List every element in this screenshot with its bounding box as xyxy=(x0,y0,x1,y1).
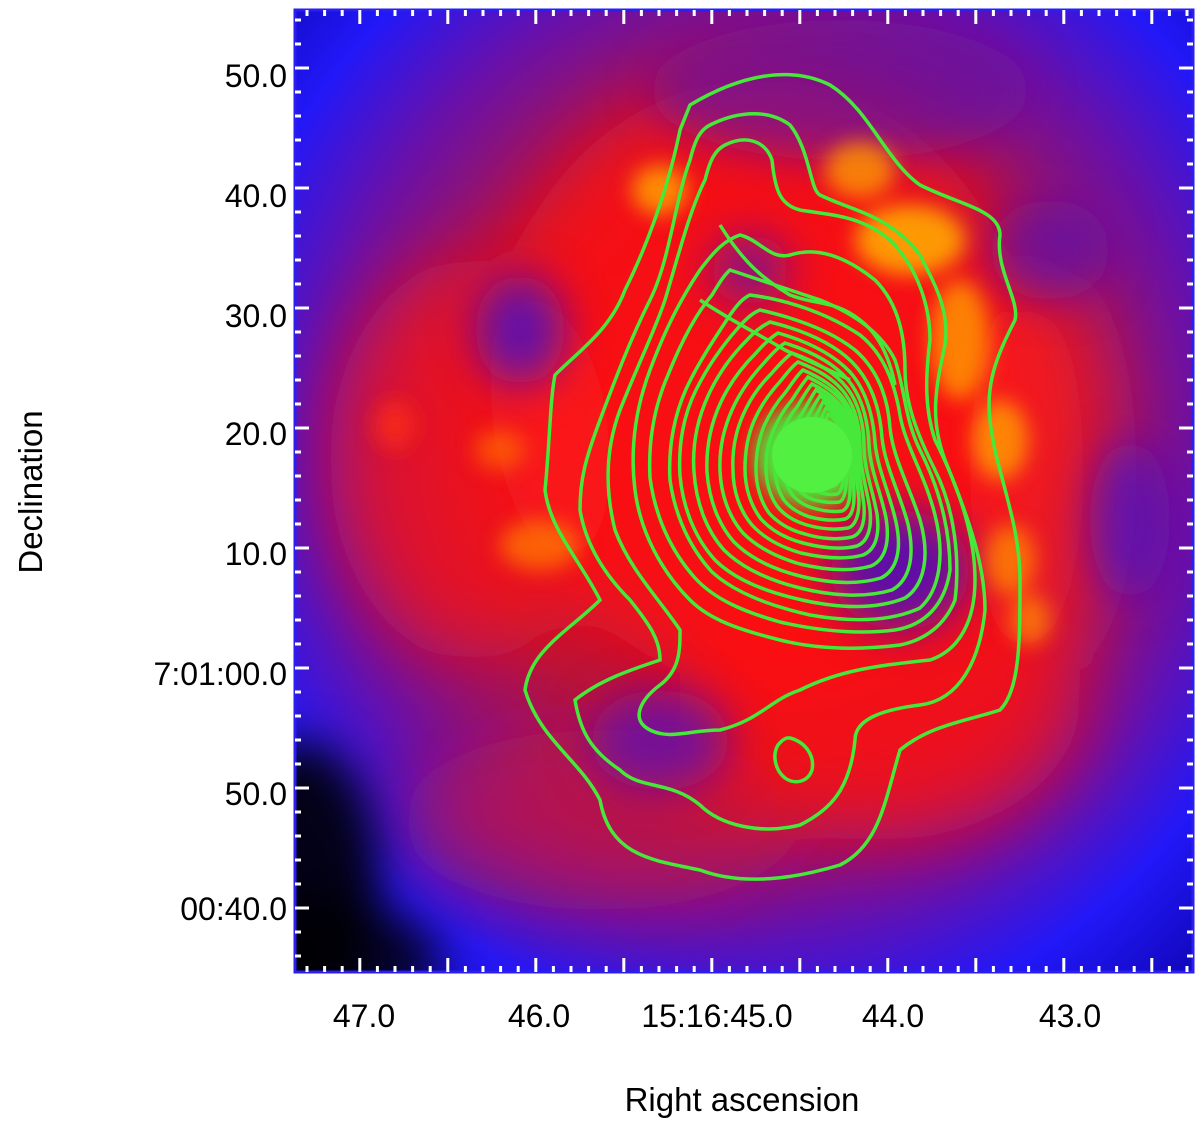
x-axis: 47.0 46.0 15:16:45.0 44.0 43.0 Right asc… xyxy=(333,998,1101,1118)
y-tick-label: 50.0 xyxy=(225,776,287,812)
x-tick-label: 44.0 xyxy=(862,998,924,1034)
contour-level-22 xyxy=(699,298,851,382)
x-tick-label: 15:16:45.0 xyxy=(641,998,792,1034)
y-tick-label: 30.0 xyxy=(225,298,287,334)
contour-level-11 xyxy=(731,351,880,560)
contour-level-21 xyxy=(718,224,897,386)
y-tick-label: 20.0 xyxy=(225,416,287,452)
axis-ticks xyxy=(295,10,1193,972)
contour-level-9 xyxy=(705,331,901,585)
y-tick-label: 7:01:00.0 xyxy=(154,656,287,692)
x-tick-label: 47.0 xyxy=(333,998,395,1034)
y-axis-title: Declination xyxy=(12,410,49,573)
contour-level-5 xyxy=(647,268,952,634)
image-panel xyxy=(295,10,1193,972)
contour-island xyxy=(773,736,815,784)
contour-level-3 xyxy=(606,138,977,737)
contour-level-1 xyxy=(523,72,1022,881)
contour-core-center xyxy=(772,417,852,493)
contour-level-6 xyxy=(667,293,942,622)
contour-level-2 xyxy=(573,112,987,831)
dark-corner xyxy=(295,740,440,972)
x-tick-label: 46.0 xyxy=(508,998,570,1034)
y-tick-label: 40.0 xyxy=(225,178,287,214)
x-axis-title: Right ascension xyxy=(625,1081,860,1118)
contour-level-4 xyxy=(631,233,959,651)
y-tick-label: 00:40.0 xyxy=(180,891,287,927)
y-tick-label: 10.0 xyxy=(225,536,287,572)
y-axis: 50.0 40.0 30.0 20.0 10.0 7:01:00.0 50.0 … xyxy=(12,58,287,927)
x-tick-label: 43.0 xyxy=(1039,998,1101,1034)
contour-level-8 xyxy=(691,320,913,597)
contour-level-7 xyxy=(677,308,927,609)
contour-level-10 xyxy=(718,341,890,572)
contour-level-12 xyxy=(743,360,873,550)
y-tick-label: 50.0 xyxy=(225,58,287,94)
emission-hotspots xyxy=(375,142,1050,645)
plot-frame xyxy=(293,8,1195,974)
